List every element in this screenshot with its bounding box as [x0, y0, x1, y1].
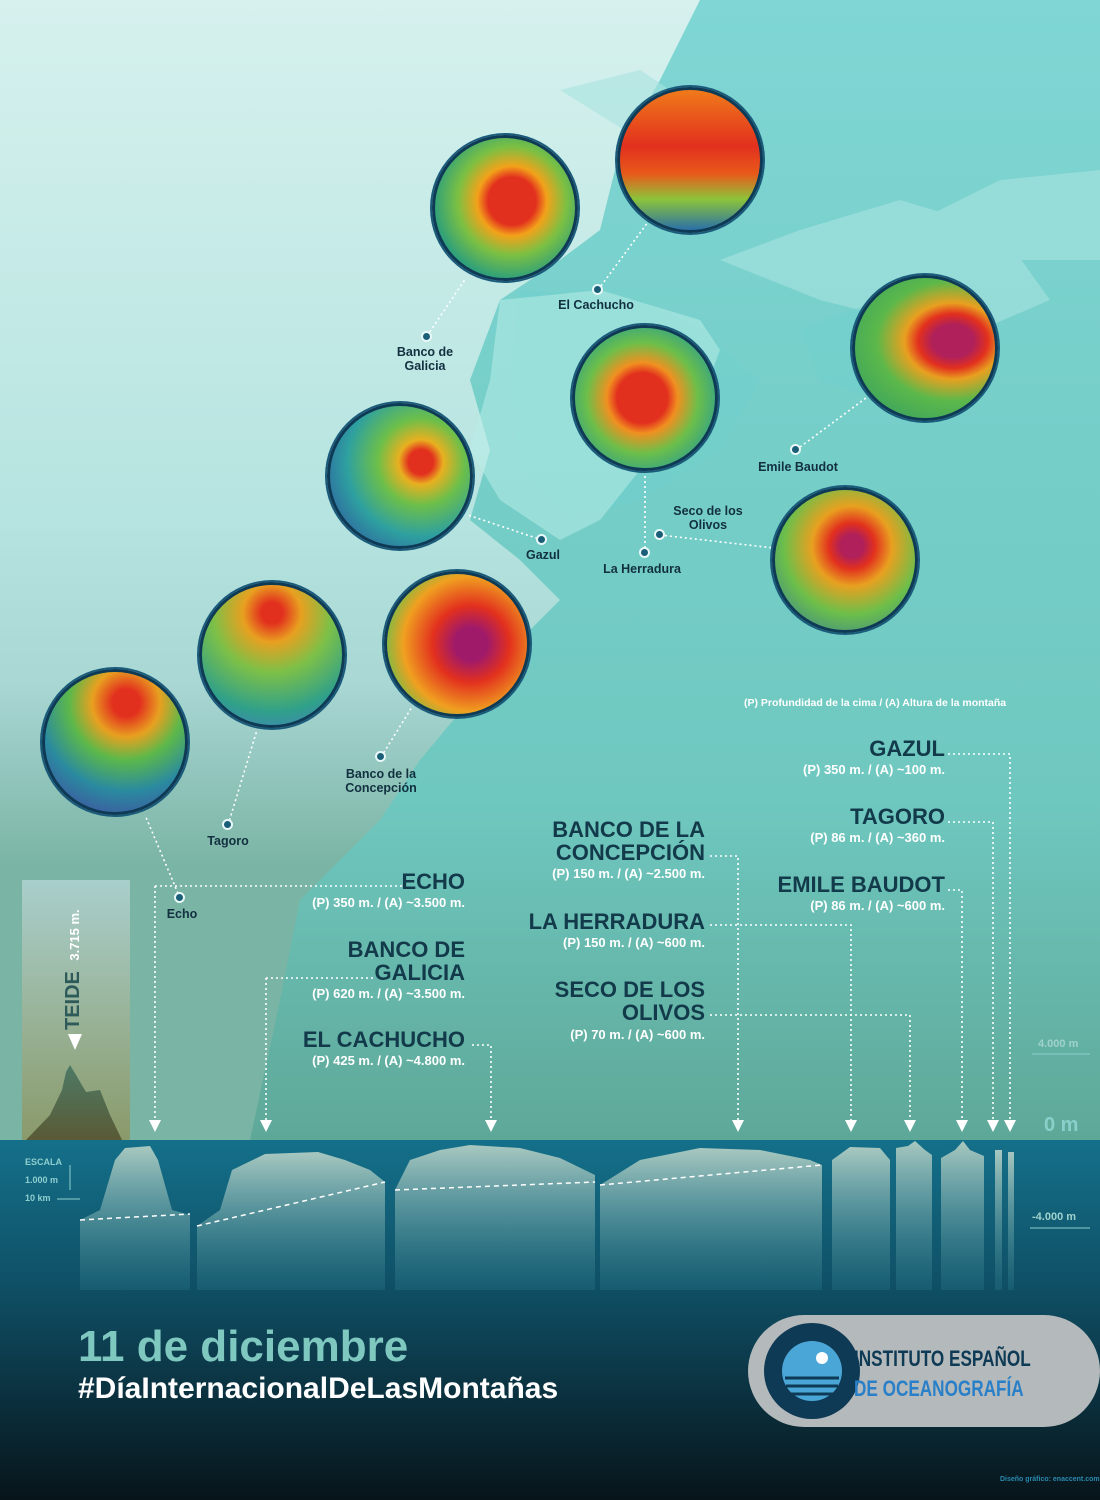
map-label-banco-galicia: Banco de Galicia [396, 345, 454, 373]
map-dot-banco-concepcion[interactable] [375, 751, 386, 762]
design-credit: Diseño gráfico: enaccent.com [1000, 1476, 1100, 1483]
scale-title: ESCALA [25, 1157, 63, 1167]
map-label-tagoro: Tagoro [207, 834, 249, 848]
map-dot-el-cachucho[interactable] [592, 284, 603, 295]
bathymetry-la-herradura [572, 325, 718, 471]
scale-vertical: 1.000 m [25, 1175, 59, 1185]
map-dot-seco-olivos[interactable] [654, 529, 665, 540]
entry-values-gazul: (P) 350 m. / (A) ~100 m. [803, 762, 945, 777]
legend-text: (P) Profundidad de la cima / (A) Altura … [744, 697, 1007, 709]
entry-values-banco-concepcion: (P) 150 m. / (A) ~2.500 m. [552, 866, 705, 881]
bathymetry-seco-olivos [772, 487, 918, 633]
bathymetry-tagoro [199, 582, 345, 728]
axis-label-bottom: -4.000 m [1032, 1211, 1077, 1223]
map-label-echo: Echo [166, 907, 198, 921]
map-dot-gazul[interactable] [536, 534, 547, 545]
hashtag: #DíaInternacionalDeLasMontañas [78, 1372, 559, 1405]
bathymetry-emile-baudot [852, 275, 998, 421]
entry-name-banco-concepcion: BANCO DE LA CONCEPCIÓN [552, 817, 705, 865]
entry-name-el-cachucho: EL CACHUCHO [302, 1027, 465, 1052]
map-label-la-herradura: La Herradura [603, 562, 681, 576]
entry-name-emile-baudot: EMILE BAUDOT [777, 872, 945, 897]
entry-name-la-herradura: LA HERRADURA [528, 909, 705, 934]
entry-name-gazul: GAZUL [869, 736, 945, 761]
arrow-down-icon [68, 1034, 82, 1050]
map-label-banco-concepcion: Banco de la Concepción [345, 767, 417, 795]
map-label-emile-baudot: Emile Baudot [758, 460, 838, 474]
map-dot-emile-baudot[interactable] [790, 444, 801, 455]
map-label-el-cachucho: El Cachucho [558, 298, 634, 312]
entry-name-echo: ECHO [401, 869, 465, 894]
bathymetry-gazul [327, 403, 473, 549]
teide-height: 3.715 m. [67, 909, 82, 961]
bathymetry-el-cachucho [617, 87, 763, 233]
entry-values-echo: (P) 350 m. / (A) ~3.500 m. [312, 895, 465, 910]
entry-values-banco-galicia: (P) 620 m. / (A) ~3.500 m. [312, 986, 465, 1001]
event-date: 11 de diciembre [78, 1322, 409, 1371]
scale-horizontal: 10 km [25, 1193, 51, 1203]
teide-label: TEIDE 3.715 m. [62, 909, 85, 1030]
map-dot-tagoro[interactable] [222, 819, 233, 830]
org-name-line1: INSTITUTO ESPAÑOL [854, 1346, 1031, 1371]
map-dot-la-herradura[interactable] [639, 547, 650, 558]
entry-name-tagoro: TAGORO [850, 804, 945, 829]
entry-name-seco-olivos: SECO DE LOS OLIVOS [554, 977, 705, 1025]
map-label-seco-olivos: Seco de los Olivos [673, 504, 743, 532]
entry-values-tagoro: (P) 86 m. / (A) ~360 m. [810, 830, 945, 845]
org-name-line2: DE OCEANOGRAFÍA [854, 1376, 1024, 1401]
axis-label-top: 4.000 m [1038, 1038, 1079, 1050]
teide-name: TEIDE [62, 971, 84, 1030]
seamount-profiles [80, 1141, 1014, 1290]
entry-values-emile-baudot: (P) 86 m. / (A) ~600 m. [810, 898, 945, 913]
map-label-gazul: Gazul [525, 548, 561, 562]
entry-values-seco-olivos: (P) 70 m. / (A) ~600 m. [570, 1027, 705, 1042]
axis-label-zero: 0 m [1044, 1114, 1079, 1136]
entry-values-la-herradura: (P) 150 m. / (A) ~600 m. [563, 935, 705, 950]
teide-silhouette [26, 1065, 122, 1140]
entry-name-banco-galicia: BANCO DE GALICIA [347, 937, 465, 985]
bathymetry-banco-galicia [432, 135, 578, 281]
bathymetry-echo [42, 669, 188, 815]
map-dot-echo[interactable] [174, 892, 185, 903]
bathymetry-banco-concepcion [384, 571, 530, 717]
map-dot-banco-galicia[interactable] [421, 331, 432, 342]
entry-values-el-cachucho: (P) 425 m. / (A) ~4.800 m. [312, 1053, 465, 1068]
